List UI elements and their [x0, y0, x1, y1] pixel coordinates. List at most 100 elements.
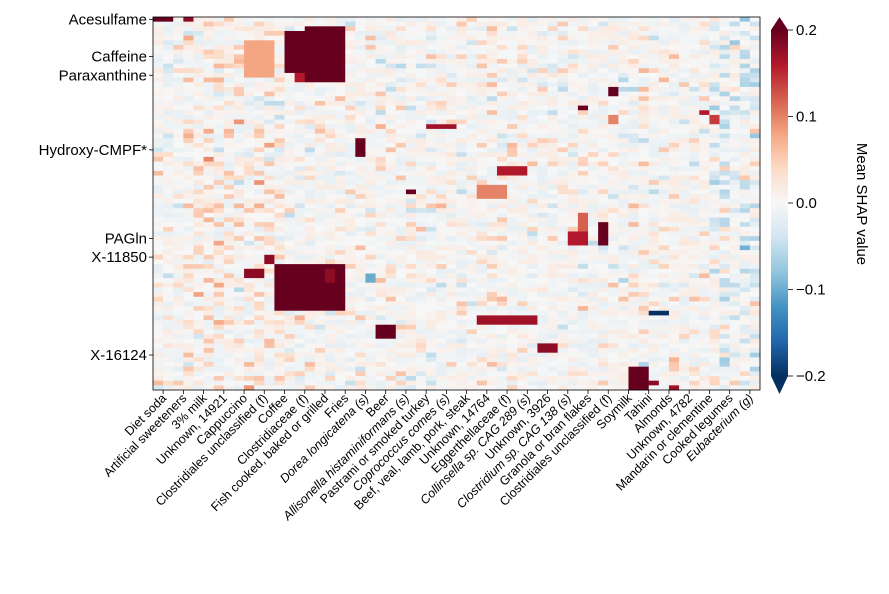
heatmap-cell [749, 296, 761, 302]
heatmap-cell [233, 17, 245, 23]
heatmap-cell [628, 222, 639, 228]
heatmap-cell [689, 222, 700, 228]
heatmap-cell [527, 296, 538, 302]
heatmap-cell [304, 362, 316, 368]
heatmap-cell [223, 273, 235, 279]
heatmap-cell [355, 63, 366, 69]
heatmap-cell [739, 77, 751, 83]
heatmap-cell [446, 91, 457, 97]
heatmap-cell [679, 287, 690, 293]
heatmap-cell [486, 180, 498, 186]
heatmap-cell [466, 282, 478, 288]
heatmap-cell [163, 273, 174, 279]
heatmap-cell [324, 72, 336, 79]
heatmap-cell [557, 194, 569, 200]
heatmap-cell [183, 21, 194, 27]
heatmap-cell [416, 338, 427, 344]
heatmap-cell [507, 63, 518, 69]
heatmap-cell [233, 380, 245, 386]
heatmap-cell [173, 30, 184, 37]
heatmap-cell [244, 58, 255, 65]
heatmap-cell [507, 320, 518, 326]
heatmap-cell [294, 26, 306, 32]
heatmap-cell [466, 86, 478, 92]
heatmap-cell [608, 156, 619, 162]
heatmap-cell [567, 376, 579, 382]
heatmap-cell [486, 194, 498, 200]
heatmap-cell [588, 175, 599, 181]
heatmap-cell [416, 329, 427, 335]
heatmap-cell [345, 170, 356, 176]
heatmap-cell [254, 324, 265, 330]
heatmap-cell [436, 30, 447, 37]
heatmap-cell [648, 86, 660, 92]
heatmap-cell [345, 124, 356, 130]
heatmap-cell [254, 86, 265, 92]
heatmap-cell [658, 208, 670, 214]
heatmap-cell [557, 329, 569, 335]
heatmap-cell [304, 385, 316, 391]
heatmap-cell [456, 63, 468, 69]
heatmap-cell [233, 245, 245, 251]
heatmap-cell [264, 212, 275, 218]
heatmap-cell [416, 250, 427, 256]
heatmap-cell [618, 320, 629, 326]
heatmap-cell [264, 254, 275, 260]
heatmap-cell [284, 320, 296, 326]
heatmap-cell [385, 152, 397, 158]
heatmap-cell [608, 152, 619, 158]
heatmap-cell [618, 133, 629, 139]
heatmap-cell [284, 245, 296, 251]
heatmap-cell [405, 217, 417, 223]
heatmap-cell [557, 68, 569, 74]
heatmap-cell [567, 17, 579, 23]
heatmap-cell [183, 231, 194, 237]
heatmap-cell [284, 362, 296, 368]
heatmap-cell [658, 119, 670, 125]
heatmap-cell [254, 100, 265, 106]
heatmap-cell [284, 324, 296, 330]
heatmap-cell [729, 203, 741, 209]
heatmap-cell [598, 63, 609, 69]
heatmap-cell [638, 72, 650, 79]
heatmap-cell [284, 194, 296, 200]
heatmap-cell [496, 175, 508, 181]
heatmap-cell [476, 245, 488, 251]
heatmap-cell [658, 91, 670, 97]
heatmap-cell [446, 254, 457, 260]
heatmap-cell [335, 226, 346, 232]
heatmap-cell [729, 310, 741, 316]
heatmap-cell [446, 114, 457, 120]
heatmap-cell [729, 212, 741, 218]
heatmap-cell [314, 245, 326, 251]
heatmap-cell [648, 58, 660, 65]
heatmap-cell [314, 63, 326, 69]
heatmap-cell [244, 35, 255, 41]
heatmap-cell [405, 371, 417, 377]
heatmap-cell [365, 40, 376, 46]
heatmap-cell [213, 189, 225, 195]
heatmap-cell [223, 306, 235, 312]
heatmap-cell [426, 91, 437, 97]
heatmap-cell [507, 105, 518, 111]
heatmap-cell [324, 58, 336, 65]
heatmap-cell [324, 35, 336, 41]
heatmap-cell [153, 138, 164, 144]
heatmap-cell [658, 236, 670, 242]
heatmap-cell [426, 128, 437, 134]
heatmap-cell [345, 21, 356, 27]
heatmap-cell [668, 49, 680, 55]
heatmap-cell [466, 35, 478, 41]
heatmap-cell [658, 82, 670, 88]
heatmap-cell [729, 152, 741, 158]
heatmap-cell [486, 362, 498, 368]
heatmap-cell [335, 82, 346, 88]
heatmap-cell [537, 194, 548, 200]
heatmap-cell [264, 110, 275, 116]
heatmap-cell [699, 35, 710, 41]
heatmap-cell [466, 63, 478, 69]
heatmap-cell [163, 68, 174, 74]
heatmap-cell [233, 161, 245, 167]
heatmap-cell [517, 30, 528, 37]
heatmap-cell [153, 366, 164, 372]
